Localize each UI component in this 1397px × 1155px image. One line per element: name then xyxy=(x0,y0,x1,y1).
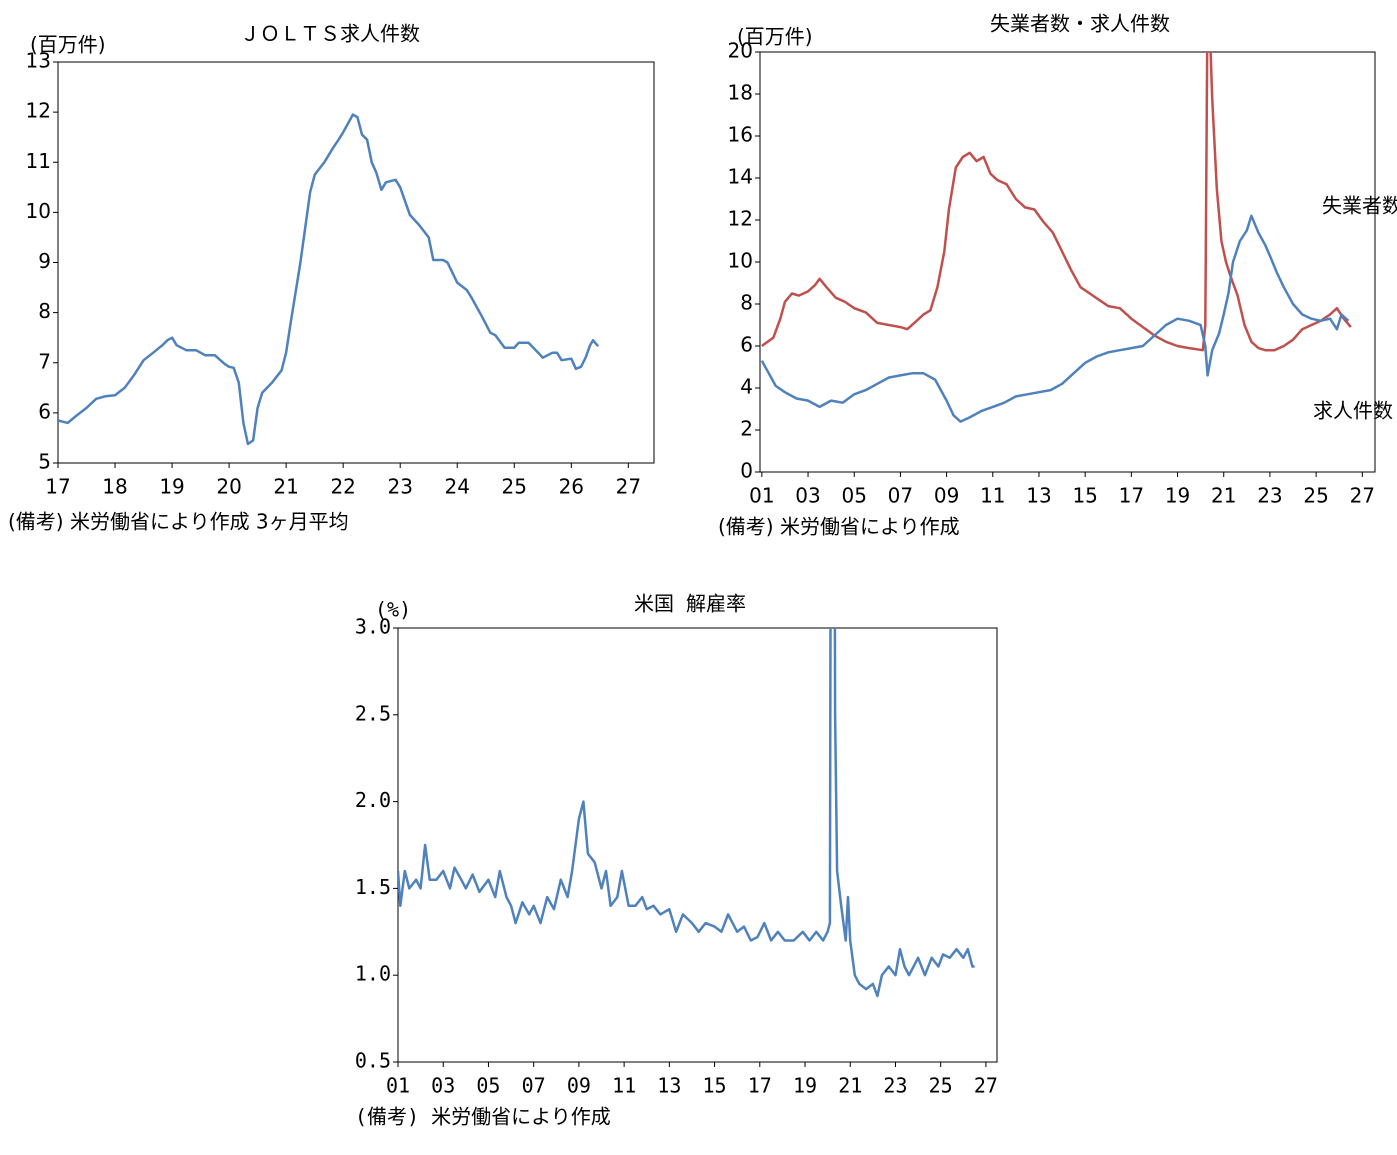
x-tick-label: 25 xyxy=(929,1074,953,1098)
x-tick-label: 01 xyxy=(749,484,774,508)
data-line xyxy=(760,214,1350,423)
x-tick-label: 09 xyxy=(934,484,959,508)
x-tick-label: 23 xyxy=(883,1074,907,1098)
x-tick-label: 20 xyxy=(216,475,241,499)
x-tick-label: 25 xyxy=(1303,484,1328,508)
x-tick-label: 17 xyxy=(748,1074,772,1098)
x-tick-label: 25 xyxy=(502,475,527,499)
x-tick-label: 15 xyxy=(703,1074,727,1098)
x-tick-label: 03 xyxy=(795,484,820,508)
y-tick-label: 0.5 xyxy=(355,1049,391,1073)
y-tick-label: 4 xyxy=(740,375,753,399)
chart: ＪＯＬＴＳ求人件数 (百万件) (備考) 米労働省により作成 3ヶ月平均 5 6 7 8 9 1… xyxy=(8,22,655,534)
y-tick-label: 0 xyxy=(740,459,753,483)
x-tick-label: 22 xyxy=(330,475,355,499)
chart: 失業者数・求人件数 (百万件) (備考) 米労働省により作成 0 2 4 6 8 10 12 14 1… xyxy=(718,12,1397,539)
data-line xyxy=(398,628,975,998)
note: (備考) 米労働省により作成 xyxy=(718,515,960,539)
x-tick-label: 11 xyxy=(980,484,1005,508)
x-tick-label: 23 xyxy=(387,475,412,499)
x-tick-label: 15 xyxy=(1072,484,1097,508)
plot-area xyxy=(57,61,655,464)
x-tick-label: 21 xyxy=(273,475,298,499)
x-tick-label: 17 xyxy=(45,475,70,499)
x-tick-label: 13 xyxy=(657,1074,681,1098)
x-tick-label: 27 xyxy=(616,475,641,499)
y-tick-label: 5 xyxy=(38,450,51,474)
x-tick-label: 05 xyxy=(476,1074,500,1098)
x-tick-label: 07 xyxy=(522,1074,546,1098)
x-tick-label: 27 xyxy=(974,1074,998,1098)
x-tick-label: 27 xyxy=(1350,484,1375,508)
data-line xyxy=(58,113,600,446)
y-tick-label: 6 xyxy=(740,333,753,357)
y-tick-label: 8 xyxy=(38,299,51,323)
x-tick-label: 07 xyxy=(888,484,913,508)
x-tick-label: 24 xyxy=(445,475,470,499)
y-tick-label: 12 xyxy=(26,99,51,123)
series-label: 求人件数 xyxy=(1313,399,1393,423)
y-tick-label: 16 xyxy=(728,123,753,147)
y-tick-label: 1.0 xyxy=(355,962,391,986)
y-tick-label: 20 xyxy=(728,39,753,63)
y-axis-label: (百万件) xyxy=(30,33,106,57)
y-axis-label: (%) xyxy=(375,598,411,622)
x-tick-label: 13 xyxy=(1026,484,1051,508)
x-tick-label: 09 xyxy=(567,1074,591,1098)
y-tick-label: 2.5 xyxy=(355,701,391,725)
y-tick-label: 11 xyxy=(26,149,51,173)
y-tick-label: 8 xyxy=(740,291,753,315)
y-tick-label: 13 xyxy=(26,49,51,73)
x-tick-label: 19 xyxy=(159,475,184,499)
y-tick-label: 10 xyxy=(26,199,51,223)
y-tick-label: 1.5 xyxy=(355,875,391,899)
y-tick-label: 10 xyxy=(728,249,753,273)
y-tick-label: 2 xyxy=(740,417,753,441)
y-tick-label: 18 xyxy=(728,81,753,105)
x-tick-label: 19 xyxy=(1165,484,1190,508)
chart: 米国 解雇率 (%) (備考) 米労働省により作成 0.5 1.0 1.5 2.0 2.5 3.… xyxy=(355,592,998,1129)
chart-title: 失業者数・求人件数 xyxy=(990,12,1170,36)
note: (備考) 米労働省により作成 xyxy=(355,1105,611,1129)
x-tick-label: 01 xyxy=(386,1074,410,1098)
y-tick-label: 3.0 xyxy=(355,615,391,639)
x-tick-label: 05 xyxy=(841,484,866,508)
chart-title: 米国 解雇率 xyxy=(634,592,746,616)
y-tick-label: 9 xyxy=(38,249,51,273)
data-line xyxy=(761,52,1352,352)
x-tick-label: 19 xyxy=(793,1074,817,1098)
y-tick-label: 14 xyxy=(728,165,753,189)
x-tick-label: 18 xyxy=(102,475,127,499)
y-tick-label: 2.0 xyxy=(355,788,391,812)
x-tick-label: 21 xyxy=(1211,484,1236,508)
x-tick-label: 23 xyxy=(1257,484,1282,508)
chart-title: ＪＯＬＴＳ求人件数 xyxy=(240,22,420,46)
x-tick-label: 03 xyxy=(431,1074,455,1098)
x-tick-label: 17 xyxy=(1119,484,1144,508)
x-tick-label: 11 xyxy=(612,1074,636,1098)
x-tick-label: 26 xyxy=(559,475,584,499)
note: (備考) 米労働省により作成 3ヶ月平均 xyxy=(8,510,349,534)
plot-area xyxy=(397,627,998,1063)
y-tick-label: 6 xyxy=(38,399,51,423)
x-tick-label: 21 xyxy=(838,1074,862,1098)
y-tick-label: 12 xyxy=(728,207,753,231)
series-label: 失業者数 xyxy=(1322,194,1397,218)
y-axis-label: (百万件) xyxy=(737,25,813,49)
y-tick-label: 7 xyxy=(38,349,51,373)
